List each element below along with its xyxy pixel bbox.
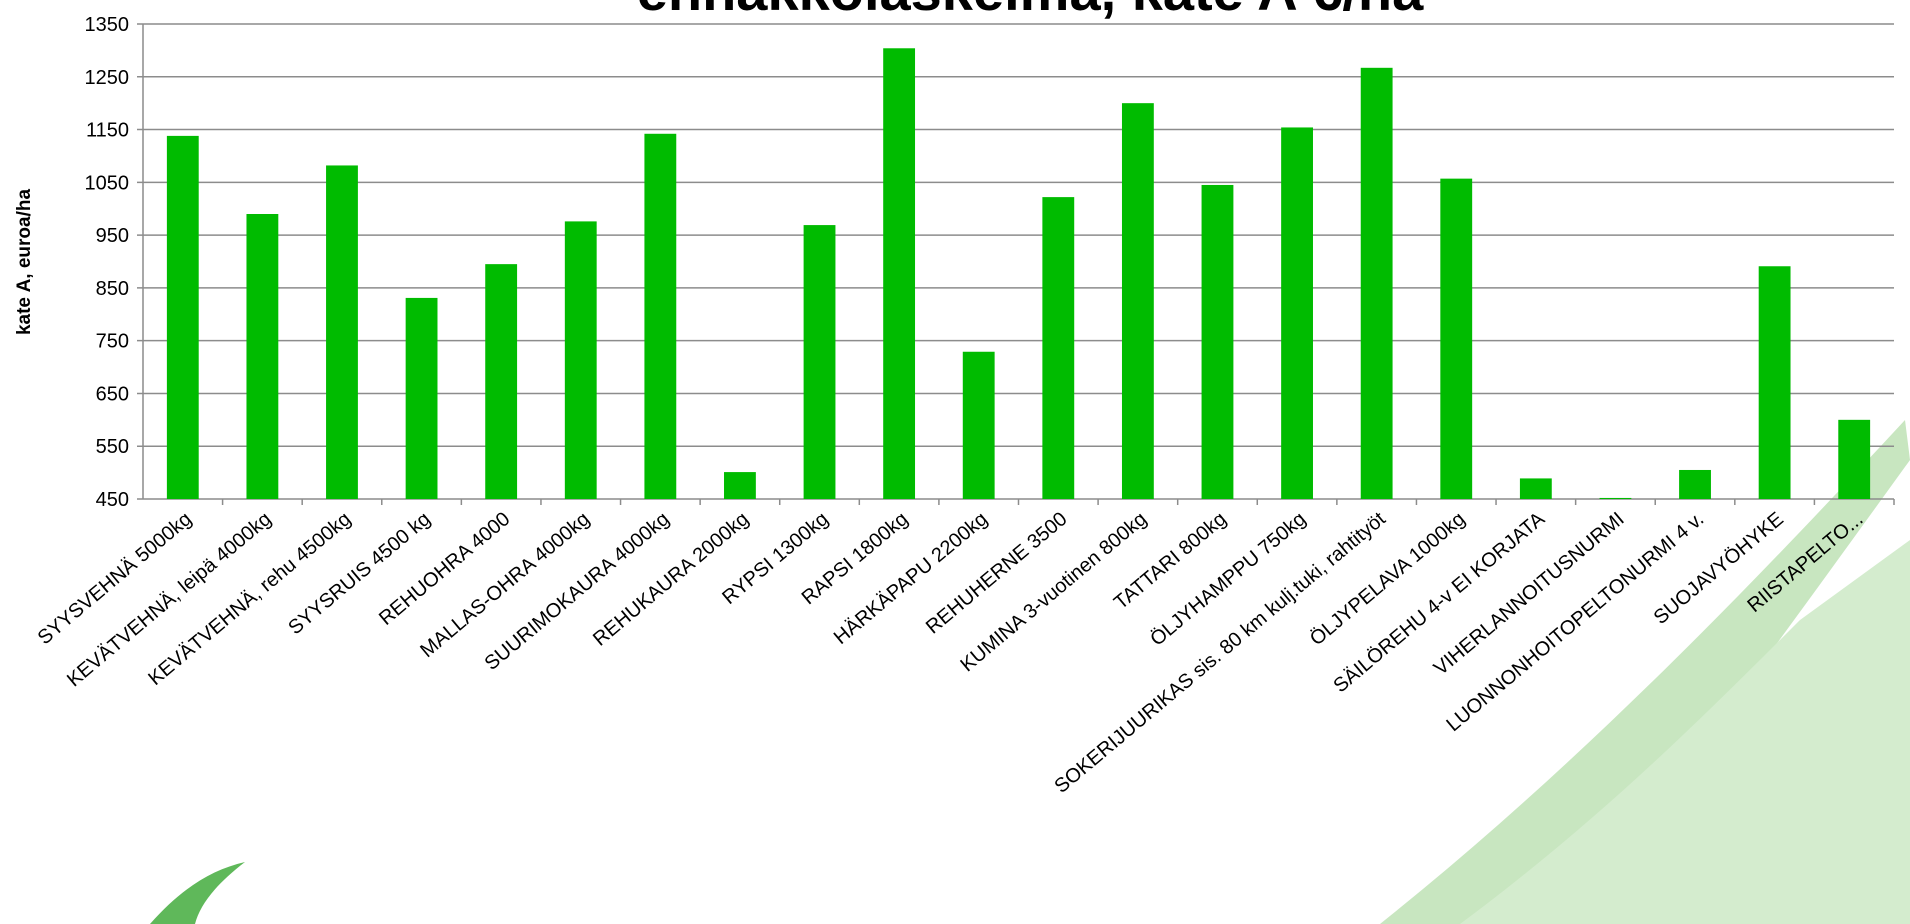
bar [1201,184,1234,499]
x-tick-label: ÖLJYHAMPPU 750kg [1146,508,1310,651]
x-tick-label: REHUOHRA 4000 [375,508,514,630]
y-tick-label: 850 [96,278,129,300]
bar [803,225,836,500]
bar [1679,469,1711,499]
y-axis-label: kate A, euroa/ha [14,189,35,336]
bar [1121,103,1154,500]
bar [883,48,916,500]
x-tick-label: SYYSRUIS 4500 kg [284,508,434,639]
y-tick-label: 550 [96,436,129,458]
x-tick-label: REHUKAURA 2000kg [589,508,753,651]
chart-title: ennakkolaskelma, kate A €/ha [637,0,1424,22]
background-leaf [150,862,245,924]
x-tick-label: SYYSVEHNÄ 5000kg [34,508,196,649]
bar [1440,178,1473,499]
bar [1599,497,1632,499]
x-tick-label: HÄRKÄPAPU 2200kg [830,508,992,649]
bar [485,264,518,499]
bar [1360,67,1393,500]
bar [166,135,199,499]
y-tick-label: 1250 [85,67,130,89]
x-tick-label: ÖLJYPELAVA 1000kg [1306,508,1469,650]
bar [564,221,597,499]
background-swoosh [1460,540,1910,924]
y-tick-label: 650 [96,383,129,405]
y-tick-label: 1050 [85,172,130,194]
bar [1838,419,1871,499]
bar [1042,197,1075,499]
bar [1519,478,1552,499]
bar [724,472,756,499]
y-tick-label: 1350 [85,14,130,36]
bar [326,165,358,499]
x-tick-label: REHUHERNE 3500 [922,508,1072,638]
y-tick-label: 450 [96,489,129,511]
y-tick-label: 950 [96,225,129,247]
y-tick-label: 750 [96,331,129,353]
bar [1281,127,1313,499]
y-tick-label: 1150 [86,120,129,142]
bar [962,351,995,499]
bar [644,133,677,499]
bar [405,297,438,499]
bar [246,214,279,499]
bar [1758,266,1791,499]
